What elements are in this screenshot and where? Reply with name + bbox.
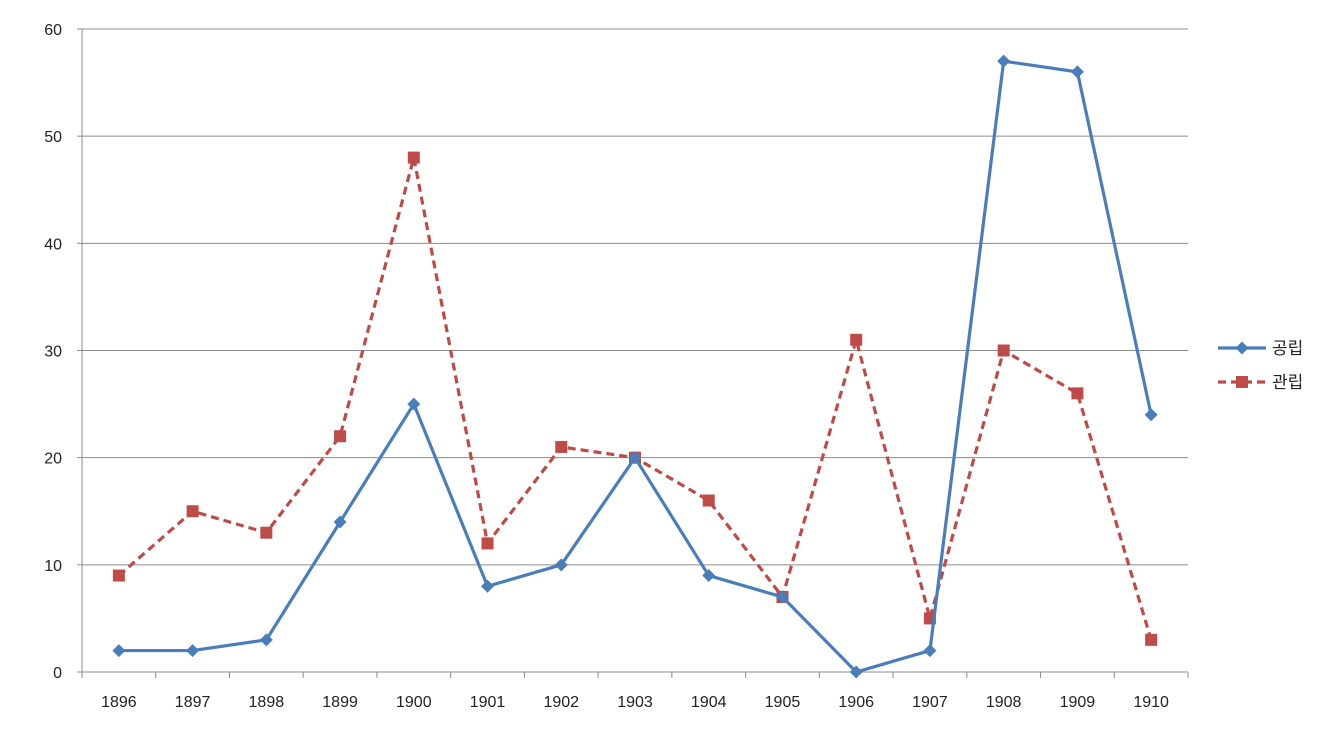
- x-tick-label: 1898: [249, 694, 285, 711]
- legend-dashed-marker: [1236, 376, 1248, 388]
- series-solid-point: [554, 558, 568, 572]
- axes: [77, 28, 1189, 678]
- x-tick-label: 1907: [912, 694, 948, 711]
- series-solid: [112, 54, 1158, 679]
- series-solid-point: [186, 644, 200, 658]
- series-solid-point: [628, 451, 642, 465]
- series-dashed-point: [1145, 633, 1158, 646]
- series-solid-point: [997, 54, 1011, 68]
- x-tick-label: 1909: [1060, 694, 1096, 711]
- series-dashed: [112, 151, 1158, 646]
- series-solid-point: [1144, 408, 1158, 422]
- x-tick-label: 1910: [1133, 694, 1169, 711]
- series-dashed-point: [481, 537, 494, 550]
- plot-area: [112, 54, 1158, 679]
- x-tick-label: 1902: [543, 694, 579, 711]
- y-axis-ticks: 0 10 20 30 40 50 60: [44, 22, 62, 682]
- x-tick-label: 1900: [396, 694, 432, 711]
- series-dashed-point: [555, 440, 568, 453]
- y-tick-label: 30: [44, 344, 62, 361]
- series-dashed-point: [850, 333, 863, 346]
- series-solid-point: [849, 665, 863, 679]
- legend-solid-label: 공립: [1272, 339, 1303, 359]
- series-solid-point: [1070, 65, 1084, 79]
- x-tick-label: 1904: [691, 694, 727, 711]
- series-dashed-point: [186, 505, 199, 518]
- series-solid-point: [333, 515, 347, 529]
- x-tick-label: 1905: [765, 694, 801, 711]
- legend-dashed-label: 관립: [1272, 373, 1303, 393]
- series-dashed-point: [260, 526, 273, 539]
- y-tick-label: 10: [44, 558, 62, 575]
- series-solid-point: [775, 590, 789, 604]
- x-tick-label: 1906: [838, 694, 874, 711]
- x-axis-ticks: 1896 1897 1898 1899 1900 1901 1902 1903 1904 1905…: [101, 694, 1169, 711]
- series-solid-point: [702, 569, 716, 583]
- y-tick-label: 0: [53, 665, 62, 682]
- series-solid-line: [118, 59, 1153, 674]
- legend-solid-marker: [1235, 341, 1249, 355]
- series-solid-point: [259, 633, 273, 647]
- series-solid-point: [481, 579, 495, 593]
- y-tick-label: 40: [44, 236, 62, 253]
- gridlines: [82, 28, 1188, 566]
- x-tick-label: 1903: [617, 694, 653, 711]
- y-tick-label: 50: [44, 129, 62, 146]
- series-dashed-point: [112, 569, 125, 582]
- x-tick-label: 1899: [322, 694, 358, 711]
- series-dashed-point: [997, 344, 1010, 357]
- series-dashed-line: [117, 156, 1153, 641]
- x-tick-label: 1896: [101, 694, 137, 711]
- series-solid-point: [407, 397, 421, 411]
- legend-dashed: 관립: [1218, 373, 1303, 393]
- y-tick-label: 20: [44, 451, 62, 468]
- x-tick-label: 1908: [986, 694, 1022, 711]
- series-dashed-point: [334, 430, 347, 443]
- series-solid-point: [112, 644, 126, 658]
- series-dashed-point: [702, 494, 715, 507]
- series-dashed-point: [407, 151, 420, 164]
- x-tick-label: 1897: [175, 694, 211, 711]
- series-dashed-point: [1071, 387, 1084, 400]
- legend-solid: 공립: [1218, 339, 1303, 359]
- series-solid-point: [923, 644, 937, 658]
- x-tick-label: 1901: [470, 694, 506, 711]
- y-tick-label: 60: [44, 22, 62, 39]
